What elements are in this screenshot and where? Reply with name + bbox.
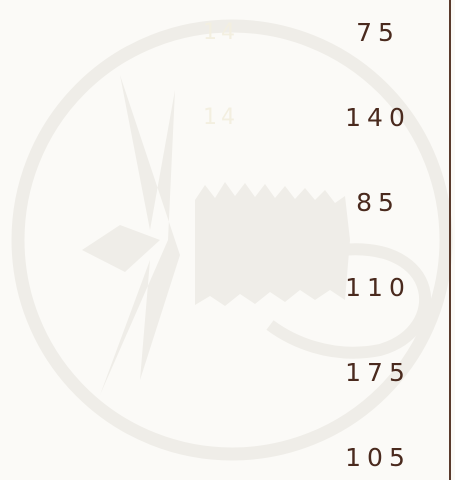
page: {"table": {"faint_labels": ["14", "14"],… <box>0 0 455 480</box>
cell-value: 75 <box>318 18 438 48</box>
cell-value: 140 <box>318 103 438 133</box>
faint-label: 14 <box>196 18 246 48</box>
cell-value: 85 <box>318 188 438 218</box>
cell-value: 110 <box>318 273 438 303</box>
cell-value: 175 <box>318 358 438 388</box>
divider-line <box>449 0 451 480</box>
watermark-logo <box>0 0 455 480</box>
cell-value: 105 <box>318 443 438 473</box>
faint-label: 14 <box>196 103 246 133</box>
